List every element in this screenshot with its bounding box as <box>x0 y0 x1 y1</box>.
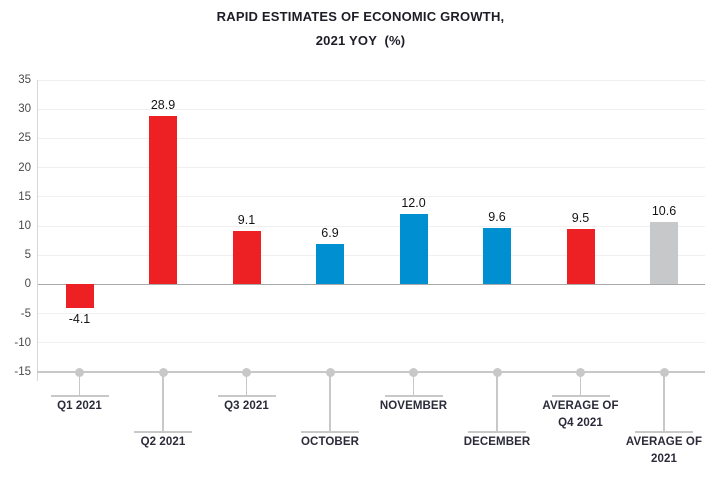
category-label: AVERAGE OF Q4 2021 <box>523 398 639 432</box>
timeline-dot <box>409 367 418 377</box>
timeline-dot <box>325 367 335 377</box>
zero-gridline <box>37 283 705 286</box>
y-tick-label: 15 <box>18 190 31 203</box>
y-tick-label: 5 <box>24 249 31 262</box>
category-label-line: AVERAGE OF <box>542 400 619 412</box>
timeline-dot <box>158 367 168 377</box>
category-label-line: AVERAGE OF <box>625 436 703 448</box>
timeline-stem <box>496 372 498 431</box>
y-tick-label: 30 <box>18 103 31 116</box>
gridline <box>37 254 705 256</box>
category-label-line: Q1 2021 <box>57 400 102 412</box>
timeline-stem <box>579 372 582 395</box>
timeline-stem <box>245 372 248 395</box>
bar-value-label: 28.9 <box>150 97 176 112</box>
timeline-line <box>37 371 705 373</box>
y-tick-label: 20 <box>18 161 31 174</box>
y-tick-label: 35 <box>18 74 31 86</box>
timeline-crossbar <box>50 395 109 397</box>
bar-value-label: -4.1 <box>68 312 91 327</box>
y-axis-line <box>37 80 38 381</box>
bar <box>316 244 344 285</box>
bar-value-label: 9.6 <box>488 210 506 225</box>
bar-value-label: 12.0 <box>401 196 426 211</box>
timeline-stem <box>412 372 415 395</box>
category-label: DECEMBER <box>439 434 555 451</box>
y-tick-label: 0 <box>24 278 31 291</box>
timeline-crossbar <box>134 431 192 433</box>
y-tick-label: -15 <box>14 366 31 378</box>
timeline-dot <box>576 367 585 377</box>
bar <box>650 222 678 285</box>
bar <box>566 228 595 285</box>
y-tick-label: 25 <box>18 132 31 145</box>
timeline-stem <box>663 372 665 431</box>
timeline-dot <box>492 367 502 377</box>
category-label-line: 2021 <box>651 453 677 465</box>
bar <box>65 284 94 309</box>
timeline-dot <box>242 367 251 377</box>
bar-value-label: 6.9 <box>321 226 339 241</box>
chart-title-line2: 2021 YOY (%) <box>315 33 406 48</box>
category-label-line: DECEMBER <box>463 436 531 448</box>
category-label: Q2 2021 <box>105 434 221 451</box>
timeline-stem <box>162 372 164 431</box>
category-label: Q3 2021 <box>189 398 305 415</box>
timeline-stem <box>329 372 331 431</box>
gridline <box>37 79 705 81</box>
y-tick-label: -10 <box>14 336 31 349</box>
timeline-crossbar <box>301 431 359 433</box>
timeline-crossbar <box>635 431 693 433</box>
timeline-dot <box>659 367 669 377</box>
category-label-line: OCTOBER <box>301 436 359 448</box>
gridline <box>37 342 705 344</box>
gridline <box>37 196 705 198</box>
timeline-crossbar <box>384 395 443 397</box>
chart-title-line1: RAPID ESTIMATES OF ECONOMIC GROWTH, <box>216 9 505 24</box>
category-label-line: Q4 2021 <box>558 417 603 429</box>
timeline-crossbar <box>551 395 610 397</box>
bar-value-label: 9.1 <box>237 213 256 228</box>
y-tick-label: -5 <box>20 307 31 320</box>
timeline-stem <box>78 372 81 395</box>
category-label: NOVEMBER <box>356 398 472 415</box>
gridline <box>37 167 705 169</box>
timeline-crossbar <box>217 395 276 397</box>
timeline-crossbar <box>468 431 526 433</box>
category-label: AVERAGE OF 2021 <box>606 434 721 468</box>
timeline-dot <box>75 367 84 377</box>
bar-value-label: 10.6 <box>651 204 677 219</box>
bar <box>149 115 177 285</box>
category-label-line: NOVEMBER <box>379 400 448 412</box>
category-label-line: Q2 2021 <box>140 436 186 448</box>
bar <box>232 231 261 285</box>
gridline <box>37 137 705 139</box>
gridline <box>37 108 705 110</box>
category-label: Q1 2021 <box>22 398 138 415</box>
y-tick-label: 10 <box>18 220 31 232</box>
bar-value-label: 9.5 <box>571 210 590 225</box>
bar <box>483 228 511 285</box>
gridline <box>37 225 705 227</box>
category-label-line: Q3 2021 <box>224 400 269 412</box>
gridline <box>37 313 705 315</box>
bar <box>399 214 428 285</box>
category-label: OCTOBER <box>272 434 388 451</box>
